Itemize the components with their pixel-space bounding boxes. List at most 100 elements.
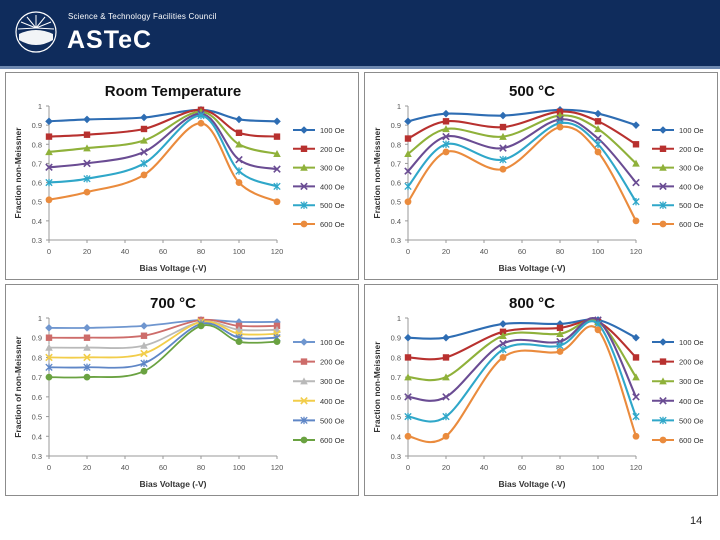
data-point [83, 159, 91, 168]
legend-marker [300, 220, 308, 228]
data-point [442, 140, 450, 148]
x-tick-label: 40 [480, 463, 488, 472]
data-point [273, 133, 281, 140]
legend-label: 500 Oe [679, 416, 704, 425]
data-point [197, 111, 205, 120]
data-point [594, 140, 602, 148]
series-500-oe [404, 119, 640, 206]
legend-label: 100 Oe [679, 126, 704, 135]
data-point [83, 115, 91, 124]
series-line [48, 318, 278, 339]
y-tick-label: 0.9 [32, 121, 42, 130]
data-point [140, 171, 148, 179]
data-point [442, 432, 450, 440]
data-point [235, 115, 243, 124]
legend-label: 300 Oe [679, 164, 704, 173]
data-point [273, 198, 281, 206]
legend-marker [659, 145, 667, 152]
data-point [273, 117, 281, 126]
data-point [273, 182, 281, 191]
data-point [273, 150, 281, 158]
legend-label: 500 Oe [320, 201, 345, 210]
data-point [404, 373, 412, 381]
y-tick-label: 0.4 [32, 432, 42, 441]
legend-label: 200 Oe [679, 358, 704, 367]
chart-room-temperature: Room Temperature 0.3 0.4 0.5 0.6 0.7 0.8 0.9 1 0 2… [5, 72, 359, 280]
data-point [556, 329, 564, 337]
legend-marker [300, 145, 308, 152]
x-tick-label: 100 [592, 247, 605, 256]
data-point [140, 113, 148, 122]
data-point [556, 108, 564, 115]
legend-marker [300, 358, 308, 365]
x-tick-label: 60 [518, 247, 526, 256]
x-tick-label: 20 [83, 247, 91, 256]
data-point [442, 333, 450, 342]
data-point [442, 412, 450, 421]
legend-label: 200 Oe [679, 145, 704, 154]
data-point [235, 140, 243, 148]
x-tick-label: 60 [518, 463, 526, 472]
data-point [442, 393, 450, 401]
chart-title: Room Temperature [105, 83, 241, 100]
y-tick-label: 0.3 [391, 452, 401, 461]
x-tick-label: 120 [630, 247, 643, 256]
data-point [83, 343, 91, 351]
data-point [273, 338, 281, 346]
x-tick-label: 120 [630, 463, 643, 472]
data-point [442, 354, 450, 361]
series-line [48, 322, 278, 369]
data-point [404, 150, 412, 158]
data-point [404, 333, 412, 342]
data-point [83, 175, 91, 183]
series-500-oe [404, 320, 640, 423]
data-point [197, 322, 205, 330]
data-point [499, 339, 507, 348]
data-point [499, 155, 507, 164]
y-tick-label: 0.6 [32, 179, 42, 188]
legend-marker [659, 201, 667, 209]
series-line [48, 320, 278, 359]
x-tick-label: 120 [271, 463, 284, 472]
series-line [48, 108, 278, 138]
data-point [404, 135, 412, 142]
y-tick-label: 0.4 [391, 432, 401, 441]
data-point [499, 345, 507, 354]
y-tick-label: 0.8 [32, 140, 42, 149]
y-tick-label: 1 [38, 314, 42, 323]
legend-marker [300, 182, 308, 191]
council-name: Science & Technology Facilities Council [68, 12, 217, 21]
legend-marker [300, 397, 308, 405]
data-point [83, 144, 91, 152]
data-point [499, 165, 507, 173]
x-tick-label: 100 [233, 463, 246, 472]
data-point [45, 373, 53, 381]
series-500-oe [45, 111, 281, 191]
data-point [404, 167, 412, 175]
y-tick-label: 0.3 [32, 236, 42, 245]
data-point [83, 334, 91, 341]
legend-marker [659, 416, 667, 425]
y-tick-label: 0.3 [32, 452, 42, 461]
series-400-oe [404, 316, 640, 402]
astec-logo-text: ASTeC [67, 26, 153, 54]
data-point [442, 125, 450, 133]
y-axis-label: Fraction non-Meissner [372, 127, 382, 219]
data-point [45, 334, 53, 341]
data-point [442, 118, 450, 125]
series-200-oe [404, 108, 640, 148]
header-bar: Science & Technology Facilities Council … [0, 0, 720, 69]
x-tick-label: 120 [271, 247, 284, 256]
data-point [140, 159, 148, 168]
data-point [632, 159, 640, 167]
y-tick-label: 0.9 [391, 121, 401, 130]
data-point [632, 393, 640, 401]
legend-label: 600 Oe [679, 436, 704, 445]
data-point [499, 331, 507, 339]
x-tick-label: 80 [197, 463, 205, 472]
legend-label: 100 Oe [679, 338, 704, 347]
data-point [140, 367, 148, 375]
x-tick-label: 40 [121, 247, 129, 256]
data-point [273, 322, 281, 330]
data-point [140, 341, 148, 349]
